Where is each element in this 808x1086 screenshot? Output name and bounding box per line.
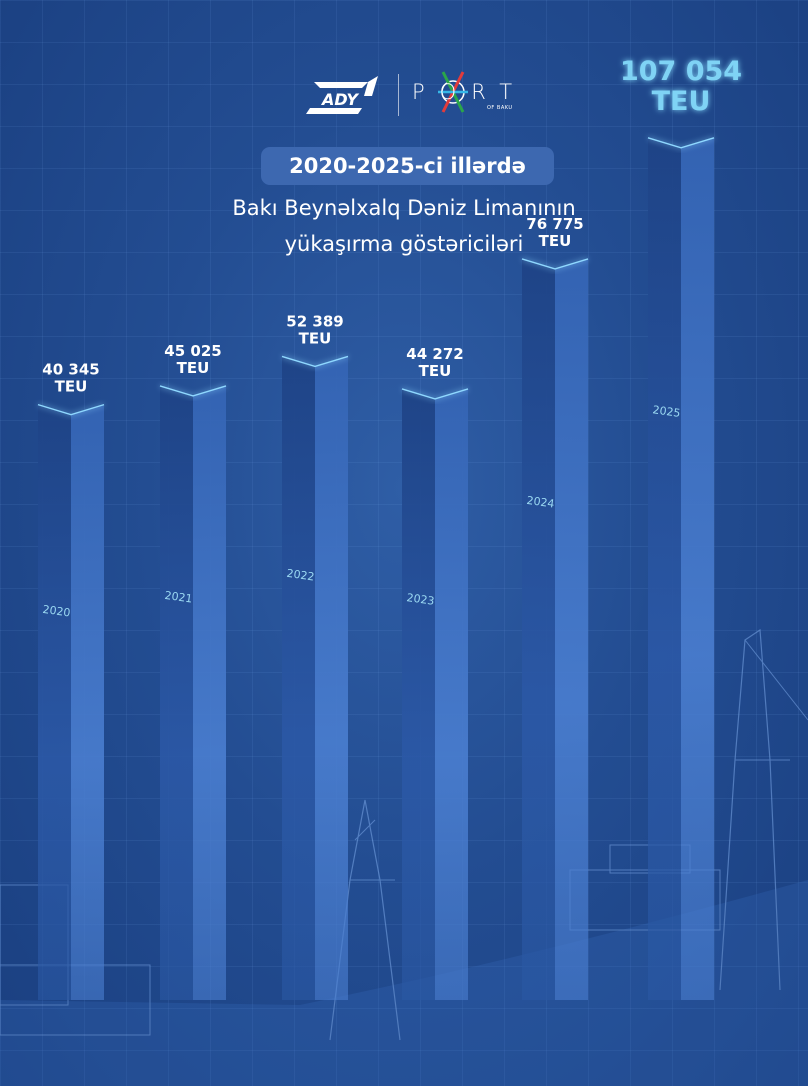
bar-right-face xyxy=(435,388,468,1000)
title-badge: 2020-2025-ci illərdə xyxy=(261,147,554,185)
bar-top-edge xyxy=(647,137,715,149)
subtitle-line-2: yükaşırma göstəriciləri xyxy=(284,232,524,256)
unit-label: TEU xyxy=(652,86,711,117)
logo-row: ADY PORT OF BAKU xyxy=(0,68,808,124)
bar-left-face xyxy=(648,137,681,1000)
value-label: 107 054 xyxy=(620,56,742,87)
year-label: 2024 xyxy=(526,494,556,511)
bar-left-face xyxy=(522,258,555,1000)
value-label: 44 272 xyxy=(406,345,463,363)
bar-right-face xyxy=(71,404,104,1000)
year-label: 2025 xyxy=(652,403,682,420)
bar-top-edge xyxy=(159,385,227,397)
bar-right-face xyxy=(681,137,714,1000)
subtitle: Bakı Beynəlxalq Dəniz Limanının yükaşırm… xyxy=(0,190,808,262)
logo-divider xyxy=(398,74,399,116)
bar-left-face xyxy=(160,385,193,1000)
ady-logo: ADY xyxy=(306,76,378,114)
svg-text:ADY: ADY xyxy=(320,90,359,109)
port-wordmark-sub: OF BAKU xyxy=(487,105,513,111)
unit-label: TEU xyxy=(419,362,452,380)
bar-top-edge xyxy=(281,355,349,368)
bar-left-face xyxy=(282,356,315,1001)
port-wordmark: PORT xyxy=(412,80,528,104)
bar-right-face xyxy=(315,356,348,1001)
unit-label: TEU xyxy=(177,359,210,377)
value-label: 52 389 xyxy=(286,312,343,330)
bar-right-face xyxy=(193,385,226,1000)
unit-label: TEU xyxy=(539,232,572,250)
bar-top-edge xyxy=(401,388,469,400)
bar-left-face xyxy=(402,388,435,1000)
bar-right-face xyxy=(555,258,588,1000)
year-label: 2023 xyxy=(406,591,436,608)
year-label: 2020 xyxy=(42,603,72,620)
bar-top-edge xyxy=(521,258,589,270)
bar-left-face xyxy=(38,404,71,1000)
bar-top-edge xyxy=(37,403,105,416)
port-of-baku-logo xyxy=(438,71,468,113)
value-label: 76 775 xyxy=(526,215,583,233)
year-label: 2022 xyxy=(286,567,316,584)
year-label: 2021 xyxy=(164,589,194,606)
subtitle-line-1: Bakı Beynəlxalq Dəniz Limanının xyxy=(232,196,576,220)
unit-label: TEU xyxy=(55,378,88,396)
value-label: 45 025 xyxy=(164,342,221,360)
unit-label: TEU xyxy=(299,329,332,347)
value-label: 40 345 xyxy=(42,361,99,379)
